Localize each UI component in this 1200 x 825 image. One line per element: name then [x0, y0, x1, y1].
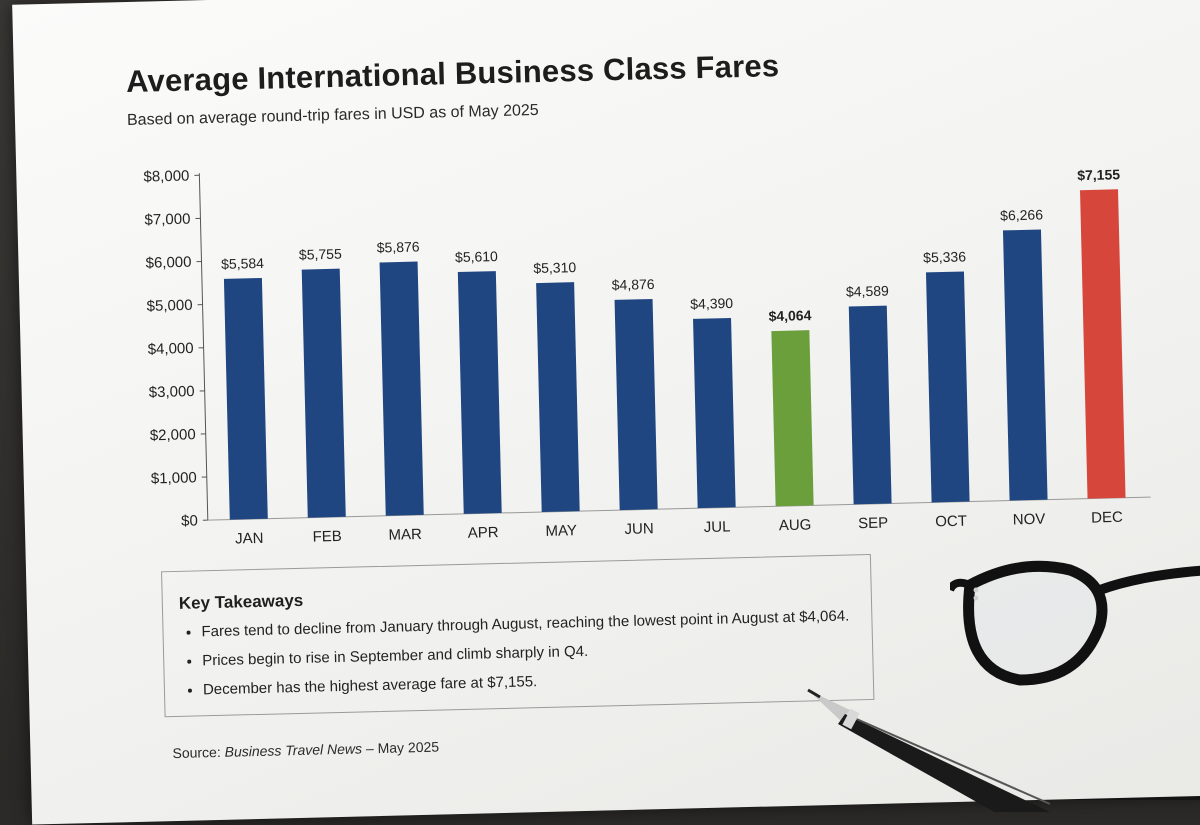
- data-label-mar: $5,876: [377, 238, 420, 255]
- data-label-jul: $4,390: [690, 295, 733, 312]
- takeaway-item: Prices begin to rise in September and cl…: [202, 636, 852, 670]
- data-label-jan: $5,584: [221, 255, 264, 272]
- bar-dec: [1080, 189, 1126, 498]
- data-label-aug: $4,064: [768, 307, 811, 324]
- key-takeaways-heading: Key Takeaways: [179, 577, 851, 613]
- key-takeaways-list: Fares tend to decline from January throu…: [179, 607, 853, 699]
- data-label-nov: $6,266: [1000, 206, 1043, 223]
- y-tick-label: $2,000: [150, 426, 196, 444]
- x-tick-label-oct: OCT: [935, 513, 967, 531]
- takeaway-item: December has the highest average fare at…: [203, 665, 853, 699]
- x-tick-label-jun: JUN: [624, 520, 654, 538]
- bar-nov: [1003, 229, 1048, 500]
- y-tick-label: $4,000: [148, 340, 194, 358]
- y-tick-label: $7,000: [144, 211, 190, 229]
- data-label-oct: $5,336: [923, 248, 966, 265]
- x-tick-label-feb: FEB: [312, 528, 342, 546]
- bar-chart: $0 $1,000 $2,000 $3,000 $4,000 $5,000 $6,000 $7…: [12, 0, 1200, 565]
- data-label-may: $5,310: [533, 259, 576, 276]
- source-note: Source: Business Travel News – May 2025: [172, 739, 439, 762]
- x-tick-label-aug: AUG: [779, 516, 812, 534]
- x-tick-label-sep: SEP: [858, 515, 888, 533]
- bar-may: [536, 282, 580, 512]
- data-label-apr: $5,610: [455, 248, 498, 265]
- bar-jul: [693, 318, 736, 508]
- source-date: – May 2025: [362, 739, 439, 757]
- takeaway-item: Fares tend to decline from January throu…: [201, 607, 851, 641]
- data-label-jun: $4,876: [612, 276, 655, 293]
- y-tick-label: $1,000: [151, 469, 197, 487]
- source-prefix: Source:: [172, 744, 225, 761]
- x-tick-label-jan: JAN: [235, 530, 264, 548]
- y-tick-label: $6,000: [145, 254, 191, 272]
- key-takeaways-box: Key Takeaways Fares tend to decline from…: [161, 554, 874, 717]
- bar-apr: [458, 271, 502, 514]
- x-tick-label-may: MAY: [545, 522, 577, 540]
- bar-oct: [926, 271, 970, 502]
- bar-jan: [224, 278, 268, 520]
- y-axis-line: [199, 173, 207, 520]
- x-tick-label-mar: MAR: [388, 526, 422, 544]
- data-label-feb: $5,755: [299, 246, 342, 263]
- bar-mar: [380, 262, 424, 516]
- data-label-dec: $7,155: [1077, 166, 1120, 183]
- source-publication: Business Travel News: [224, 740, 362, 759]
- bar-sep: [849, 306, 892, 505]
- y-tick-label: $3,000: [149, 383, 195, 401]
- ballpoint-pen-icon: [790, 672, 1050, 812]
- y-tick-label: $0: [181, 512, 198, 529]
- x-tick-label-apr: APR: [468, 524, 499, 542]
- bar-jun: [615, 299, 658, 510]
- x-tick-label-jul: JUL: [704, 518, 731, 536]
- y-tick-label: $5,000: [146, 297, 192, 315]
- bar-feb: [302, 269, 346, 518]
- x-axis-line: [208, 497, 1151, 520]
- bar-aug: [771, 330, 813, 506]
- x-tick-label-dec: DEC: [1091, 509, 1123, 527]
- x-tick-label-nov: NOV: [1013, 511, 1046, 529]
- data-label-sep: $4,589: [846, 283, 889, 300]
- y-tick-label: $8,000: [143, 168, 189, 186]
